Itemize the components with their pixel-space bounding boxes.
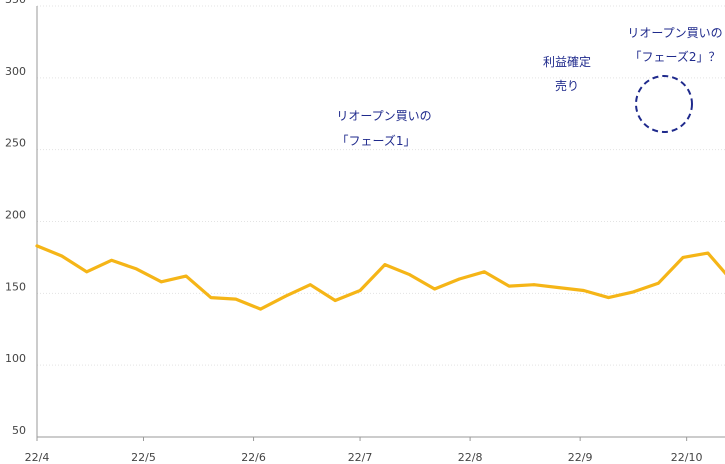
data-point <box>532 283 536 287</box>
data-point <box>333 299 337 302</box>
x-tick-label: 22/4 <box>25 451 50 464</box>
data-point <box>607 296 610 299</box>
phase2-highlight-circle <box>635 75 693 133</box>
data-point <box>135 267 138 271</box>
y-tick-label: 150 <box>5 280 26 293</box>
data-point <box>358 289 362 292</box>
data-point <box>433 287 436 291</box>
data-point <box>259 307 262 311</box>
annotation-phase2-line1: リオープン買いの <box>627 26 722 40</box>
data-point <box>507 284 511 288</box>
annotation-phase2-line2: 「フェーズ2」？ <box>629 49 720 64</box>
y-tick-label: 350 <box>5 0 26 6</box>
x-tick-label: 22/8 <box>458 451 483 464</box>
data-point <box>159 280 163 284</box>
data-point <box>482 270 486 274</box>
x-tick-label: 22/5 <box>131 451 156 464</box>
x-tick-label: 22/7 <box>348 451 373 464</box>
y-tick-label: 250 <box>5 137 26 150</box>
data-point <box>284 294 287 298</box>
x-tick-labels: 22/422/522/622/722/822/922/1022/1122/122… <box>25 437 703 464</box>
data-point <box>632 290 635 294</box>
data-point <box>60 254 64 258</box>
data-point <box>656 281 660 285</box>
annotation-phase1-line1: リオープン買いの <box>336 109 431 123</box>
y-tick-label: 100 <box>5 352 26 365</box>
axes <box>36 6 725 438</box>
data-point <box>383 263 387 266</box>
annotation-phase1-line2: 「フェーズ1」 <box>336 133 415 148</box>
data-point <box>308 283 312 287</box>
annotation-profit-taking-line1: 利益確定 <box>543 54 591 69</box>
data-point <box>557 286 561 289</box>
data-point <box>706 251 710 255</box>
x-tick-label: 22/9 <box>568 451 593 464</box>
data-point <box>35 244 39 248</box>
y-tick-labels: 50 100 150 200 250 300 350 <box>5 0 26 437</box>
y-tick-label: 300 <box>5 65 26 78</box>
annotation-profit-taking-line2: 売り <box>555 78 579 93</box>
data-point <box>184 274 188 278</box>
y-tick-label: 50 <box>12 424 26 437</box>
annotations: リオープン買いの 「フェーズ1」 利益確定 売り リオープン買いの 「フェーズ2… <box>336 26 722 148</box>
x-tick-label: 22/6 <box>241 451 266 464</box>
data-point <box>209 296 213 299</box>
gridlines <box>37 5 725 366</box>
y-tick-label: 200 <box>5 209 26 222</box>
price-series <box>35 244 725 311</box>
price-line <box>35 244 725 311</box>
data-point <box>110 258 113 262</box>
data-point <box>85 270 89 274</box>
x-tick-label: 22/10 <box>671 451 703 464</box>
data-point <box>408 273 412 277</box>
data-point <box>681 256 685 259</box>
data-point <box>582 289 586 292</box>
data-point <box>234 297 238 301</box>
data-point <box>458 277 461 281</box>
